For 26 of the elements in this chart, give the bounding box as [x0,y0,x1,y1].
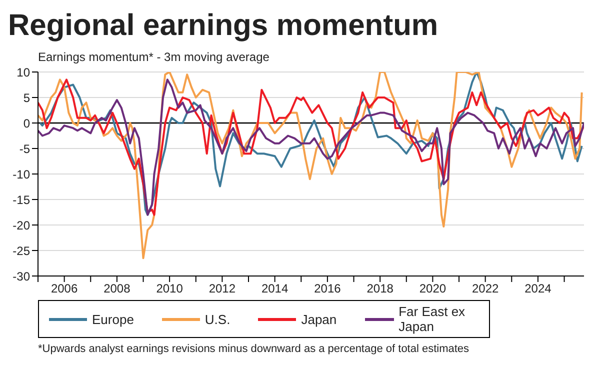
y-tick-label: -30 [12,269,30,284]
y-tick-label: -25 [12,244,30,258]
text: *Upwards analyst earnings revisions minus downward as a percentage of total estimates [38,343,470,355]
chart-title: Regional earnings momentum [8,8,440,44]
y-tick-label: 5 [23,90,30,105]
x-tick-label: 2008 [104,282,131,296]
legend-label: Japan [301,312,337,326]
x-tick-label: 2016 [314,282,342,296]
legend-label: Far East ex Japan [398,304,466,334]
x-tick-label: 2012 [208,282,236,296]
x-tick-label: 2022 [472,282,499,296]
x-tick-label: 2020 [419,282,446,296]
x-tick-label: 2010 [156,282,184,296]
chart-subtitle: Earnings momentum* - 3m moving average [38,50,270,64]
x-tick-label: 2018 [366,282,394,296]
y-tick-label: -10 [12,167,30,182]
y-tick-label: -5 [19,142,30,156]
y-tick-label: 0 [23,116,30,130]
x-tick-label: 2006 [50,282,78,296]
y-tick-label: -15 [12,192,30,207]
x-tick-label: 2014 [261,282,288,296]
y-tick-label: 10 [16,65,30,80]
legend-label: Europe [92,312,134,326]
x-tick-label: 2024 [524,282,552,296]
y-tick-label: -20 [12,218,30,232]
legend-label: U.S. [204,312,230,326]
